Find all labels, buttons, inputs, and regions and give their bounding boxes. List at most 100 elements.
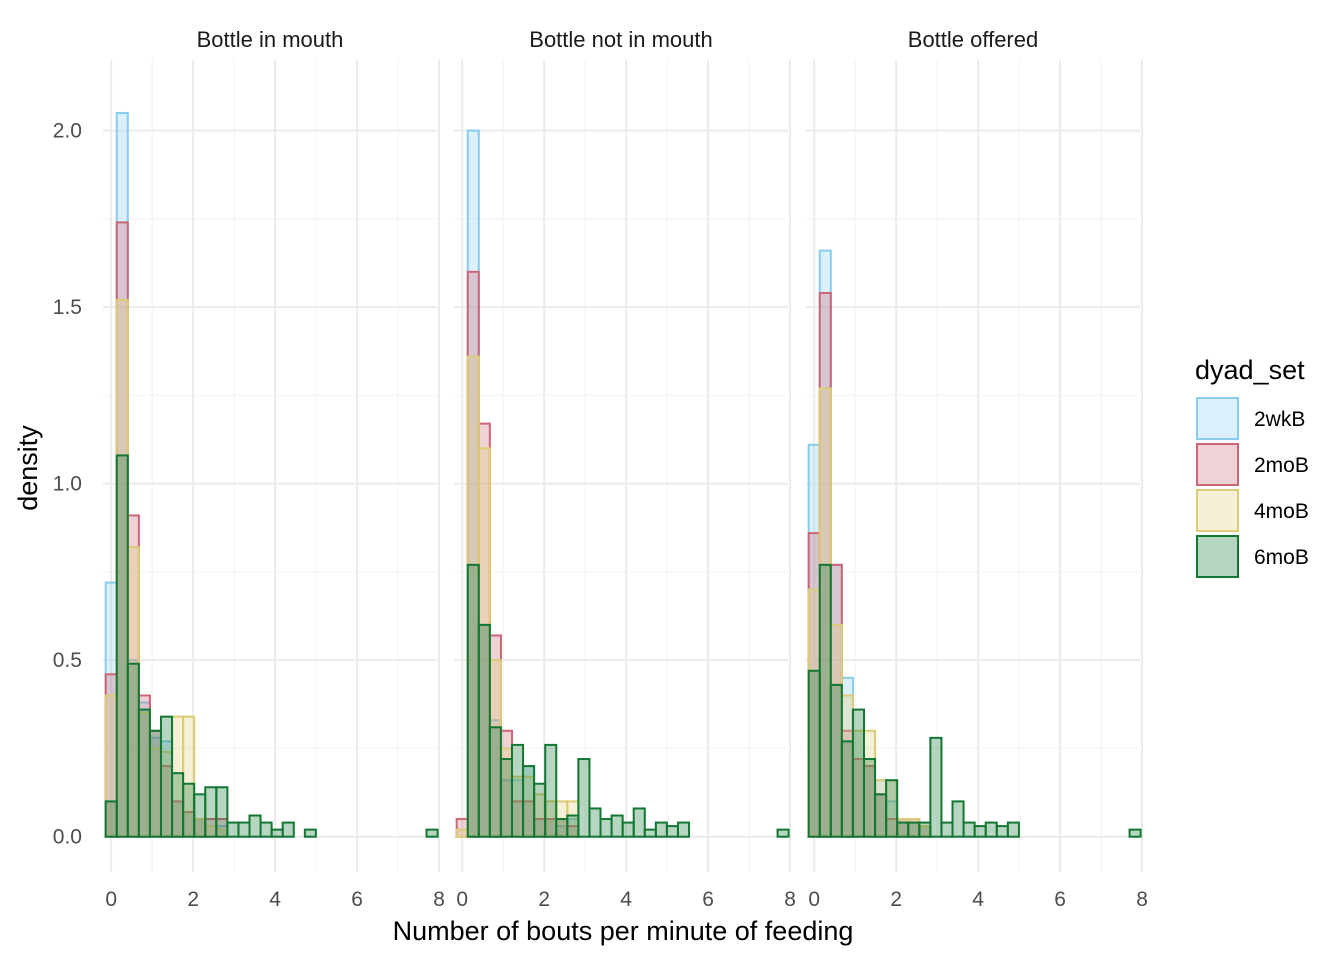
- series-6moB: [466, 563, 790, 838]
- histogram-bar: [303, 828, 317, 838]
- histogram-bar: [829, 683, 843, 838]
- histogram-bar: [488, 726, 502, 838]
- histogram-bar: [226, 821, 240, 838]
- x-tick-label: 0: [808, 888, 820, 911]
- histogram-bar: [115, 454, 129, 838]
- panel-2: Bottle not in mouth 0 2 4 6 8: [454, 27, 796, 911]
- panels-layer: Bottle in mouth 0 2 4 6 8 Bottle not in mouth 0…: [53, 27, 1148, 911]
- histogram-bar: [477, 623, 491, 838]
- histogram-bar: [632, 807, 646, 838]
- panel-title: Bottle offered: [908, 27, 1038, 52]
- histogram-bar: [566, 814, 580, 838]
- histogram-bar: [182, 782, 196, 838]
- histogram-bar: [148, 729, 162, 838]
- y-tick-label: 1.0: [53, 473, 82, 496]
- histogram-bar: [676, 821, 691, 838]
- legend: dyad_set 2wkB 2moB 4moB 6moB: [1195, 355, 1309, 578]
- x-axis-title: Number of bouts per minute of feeding: [393, 916, 854, 946]
- histogram-bar: [874, 793, 888, 838]
- histogram-bar: [1128, 828, 1142, 838]
- series-6moB: [807, 563, 1142, 838]
- histogram-bar: [466, 563, 480, 838]
- y-axis-ticks: 0.0 0.5 1.0 1.5 2.0: [53, 120, 82, 849]
- histogram-bar: [104, 800, 118, 838]
- histogram-bar: [951, 800, 965, 838]
- y-tick-label: 2.0: [53, 120, 82, 143]
- histogram-bar: [918, 821, 932, 838]
- histogram-bar: [237, 821, 251, 838]
- legend-label: 4moB: [1254, 500, 1309, 523]
- histogram-bar: [425, 828, 439, 838]
- legend-key-4moB: [1196, 489, 1239, 532]
- panel-title: Bottle in mouth: [197, 27, 344, 52]
- histogram-bar: [896, 821, 910, 838]
- histogram-bar: [929, 736, 943, 838]
- histogram-bar: [621, 821, 635, 838]
- legend-label: 2moB: [1254, 454, 1309, 477]
- histogram-bar: [851, 708, 865, 838]
- panel-3: Bottle offered 0 2 4 6 8: [806, 27, 1148, 911]
- histogram-bar: [940, 821, 954, 838]
- x-tick-label: 6: [702, 888, 714, 911]
- x-tick-label: 4: [620, 888, 632, 911]
- panel-title: Bottle not in mouth: [529, 27, 712, 52]
- histogram-bar: [544, 743, 558, 838]
- x-tick-label: 8: [1136, 888, 1148, 911]
- histogram-bar: [643, 828, 657, 838]
- histogram-bar: [499, 758, 513, 838]
- histogram-bar: [204, 786, 218, 838]
- x-tick-label: 8: [433, 888, 445, 911]
- histogram-bar: [995, 825, 1009, 838]
- histogram-bar: [555, 818, 569, 838]
- histogram-bar: [610, 814, 624, 838]
- histogram-bar: [533, 782, 547, 838]
- histogram-bar: [907, 821, 921, 838]
- histogram-bar: [776, 828, 790, 838]
- histogram-bar: [510, 743, 525, 838]
- legend-label: 6moB: [1254, 546, 1309, 569]
- histogram-bar: [159, 715, 174, 838]
- histogram-bar: [862, 758, 877, 838]
- histogram-bar: [522, 765, 536, 838]
- histogram-bar: [1006, 821, 1020, 838]
- histogram-bar: [215, 786, 229, 838]
- histogram-bar: [193, 793, 207, 838]
- panel-1: Bottle in mouth 0 2 4 6 8: [103, 27, 445, 911]
- histogram-bar: [599, 818, 613, 838]
- histogram-bar: [840, 740, 854, 838]
- x-tick-label: 4: [269, 888, 281, 911]
- histogram-bar: [126, 662, 140, 838]
- histogram-bar: [281, 821, 295, 838]
- y-axis-title: density: [13, 425, 43, 511]
- legend-label: 2wkB: [1254, 408, 1305, 431]
- x-tick-label: 0: [456, 888, 468, 911]
- x-tick-label: 6: [351, 888, 363, 911]
- histogram-bar: [171, 772, 185, 838]
- histogram-bar: [577, 758, 591, 838]
- legend-items: 2wkB 2moB 4moB 6moB: [1196, 397, 1309, 578]
- y-tick-label: 1.5: [53, 296, 82, 319]
- x-tick-label: 6: [1054, 888, 1066, 911]
- legend-key-2moB: [1196, 443, 1239, 486]
- histogram-bar: [270, 828, 284, 838]
- histogram-bar: [455, 828, 469, 838]
- histogram-bar: [973, 825, 987, 838]
- x-tick-label: 2: [538, 888, 550, 911]
- histogram-bar: [588, 807, 602, 838]
- histogram-bar: [962, 821, 976, 838]
- x-tick-label: 2: [890, 888, 902, 911]
- x-tick-label: 0: [105, 888, 117, 911]
- histogram-bar: [818, 563, 832, 838]
- histogram-bar: [885, 779, 899, 838]
- y-tick-label: 0.0: [53, 826, 82, 849]
- legend-key-6moB: [1196, 535, 1239, 578]
- histogram-bar: [654, 821, 668, 838]
- x-tick-label: 2: [187, 888, 199, 911]
- histogram-bar: [259, 821, 273, 838]
- y-tick-label: 0.5: [53, 649, 82, 672]
- histogram-bar: [984, 821, 998, 838]
- x-tick-label: 4: [972, 888, 984, 911]
- histogram-bar: [248, 814, 262, 838]
- legend-key-2wkB: [1196, 397, 1239, 440]
